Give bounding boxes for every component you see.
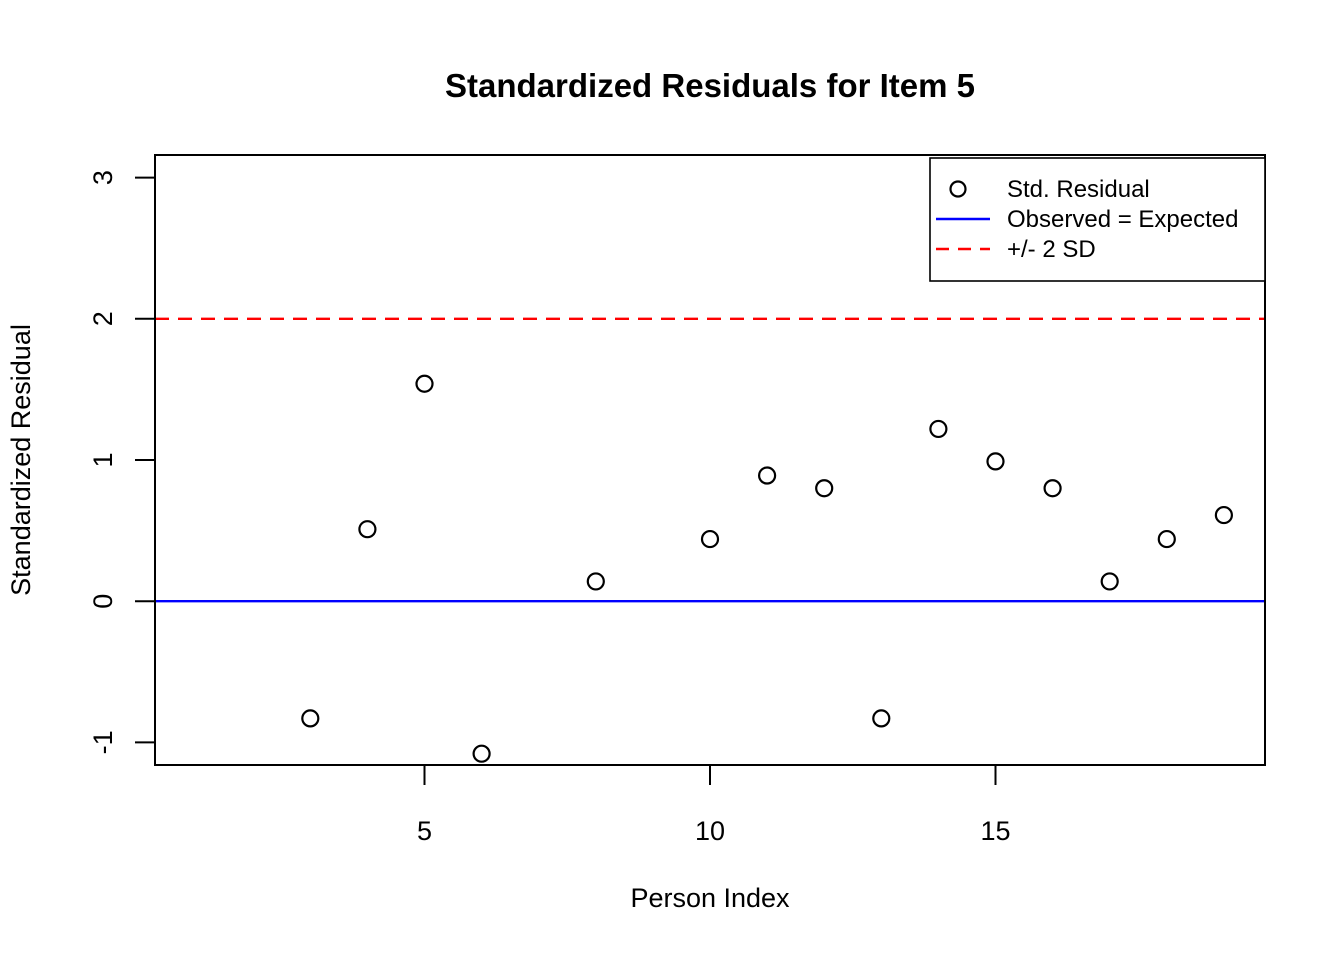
data-point [929, 419, 948, 439]
legend-entry-2sd: +/- 2 SD [1007, 236, 1096, 263]
data-point [1100, 572, 1119, 591]
x-tick-label: 15 [980, 816, 1010, 846]
data-point [986, 452, 1005, 471]
legend: Std. Residual Observed = Expected +/- 2 … [929, 157, 1266, 282]
plot-content: 5 10 15 -1 0 1 2 3 [88, 170, 1265, 846]
y-tick-label: 3 [88, 170, 118, 185]
y-tick-label: -1 [88, 730, 118, 754]
data-point [872, 709, 891, 728]
chart-title: Standardized Residuals for Item 5 [445, 67, 975, 104]
data-point [301, 709, 320, 728]
legend-entry-observed-expected: Observed = Expected [1007, 206, 1238, 233]
y-tick-label: 1 [88, 452, 118, 467]
x-tick-label: 10 [695, 816, 725, 846]
data-point [472, 744, 491, 763]
data-point [1214, 505, 1233, 525]
x-tick-label: 5 [417, 816, 432, 846]
x-axis-label: Person Index [630, 883, 790, 913]
data-point [586, 572, 605, 591]
data-point [757, 466, 777, 485]
data-point [815, 479, 834, 498]
y-tick-label: 2 [88, 311, 118, 326]
data-point [1043, 479, 1062, 498]
data-point [700, 529, 720, 549]
data-point [358, 520, 377, 539]
data-point [1157, 529, 1176, 549]
legend-marker-circle-icon [949, 180, 967, 198]
legend-entry-std-residual: Std. Residual [1007, 176, 1150, 203]
y-tick-label: 0 [88, 594, 118, 609]
y-axis-label: Standardized Residual [6, 324, 36, 596]
plot-area [154, 154, 1266, 766]
data-point [415, 374, 434, 393]
